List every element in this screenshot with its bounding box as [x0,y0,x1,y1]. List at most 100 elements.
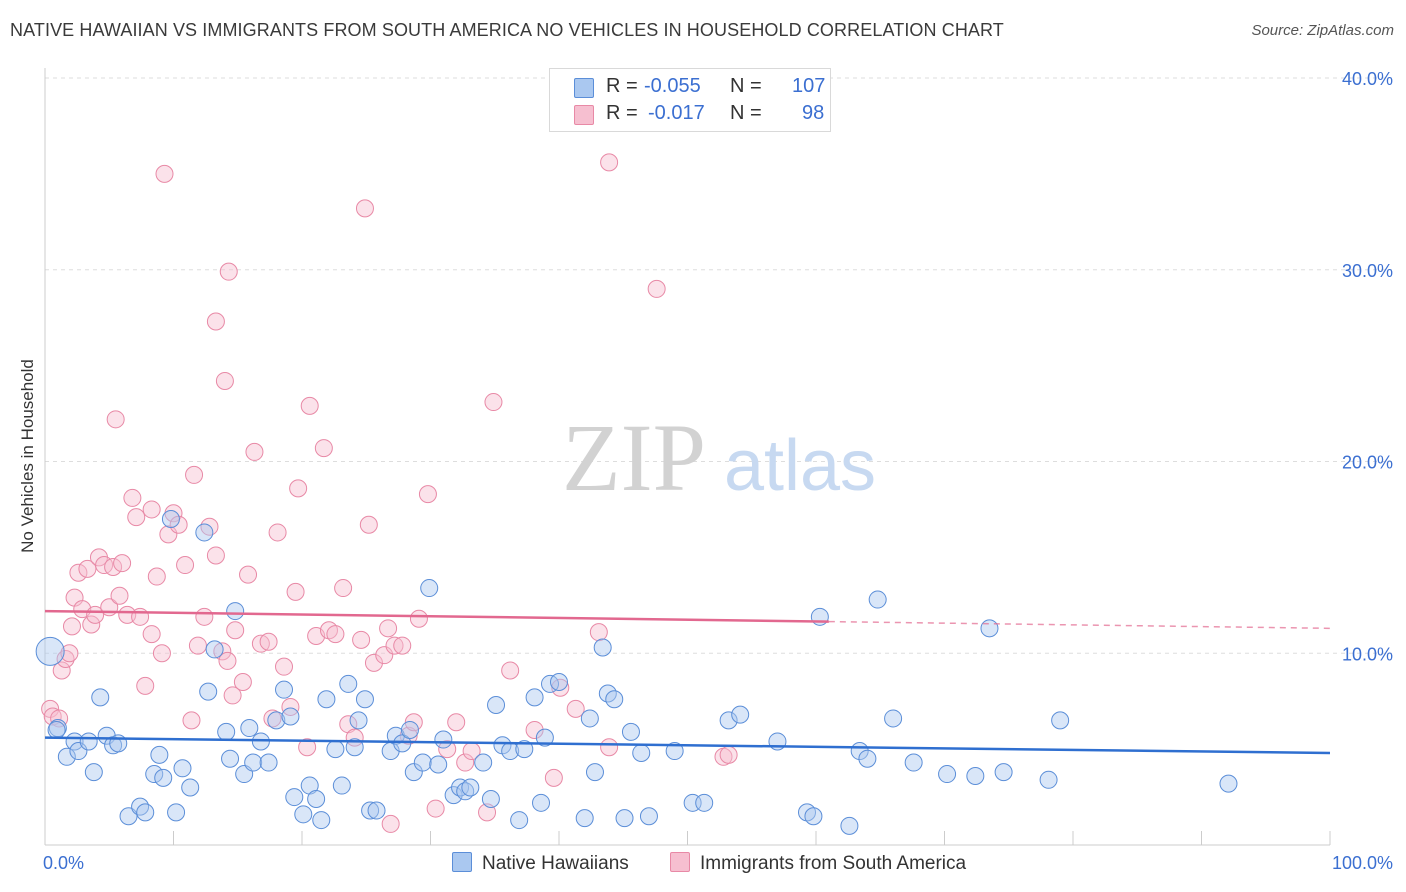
bottom-legend-label: Native Hawaiians [482,853,629,874]
data-point-immigrants [206,312,225,331]
data-point-immigrants [381,814,400,833]
data-point-native-hawaiians [35,636,65,666]
data-point-immigrants [218,651,237,670]
data-point-immigrants [113,554,132,573]
data-point-native-hawaiians [593,638,612,657]
watermark: ZIP atlas [562,404,876,511]
data-point-native-hawaiians [858,749,877,768]
legend-swatch-blue [574,78,594,98]
data-point-native-hawaiians [550,673,568,692]
data-point-immigrants [478,803,497,822]
data-point-native-hawaiians [84,763,103,782]
data-point-immigrants [233,673,252,692]
data-point-immigrants [409,609,428,628]
data-point-immigrants [142,625,161,644]
data-point-native-hawaiians [1051,711,1070,730]
legend-r-value: -0.055 [644,75,701,97]
grid-lines [45,77,1392,654]
data-point-native-hawaiians [244,753,263,772]
data-point-native-hawaiians [966,766,985,785]
data-point-native-hawaiians [525,688,544,707]
data-point-native-hawaiians [317,690,336,709]
data-point-immigrants [600,738,619,757]
data-point-native-hawaiians [621,722,640,741]
data-point-native-hawaiians [349,711,368,730]
data-point-immigrants [326,625,345,644]
data-point-native-hawaiians [285,788,304,807]
legend-n-label: N = [730,75,762,97]
data-point-immigrants [281,697,300,716]
data-point-native-hawaiians [639,807,658,826]
trend-line-immigrants-extrapolated [828,620,1331,630]
data-point-immigrants [484,393,503,412]
data-point-immigrants [52,661,71,680]
data-point-native-hawaiians [884,709,903,728]
data-point-native-hawaiians [535,728,554,747]
data-point-immigrants [215,371,234,390]
data-point-immigrants [155,164,174,183]
data-point-immigrants [106,410,125,429]
data-point-native-hawaiians [487,696,506,715]
data-point-immigrants [393,636,412,655]
data-point-native-hawaiians [994,763,1013,782]
data-point-native-hawaiians [413,753,432,772]
data-point-immigrants [259,632,278,651]
data-point-native-hawaiians [173,759,192,778]
data-point-native-hawaiians [367,801,386,820]
data-point-native-hawaiians [361,801,380,820]
data-point-native-hawaiians [804,807,823,826]
data-point-native-hawaiians [481,789,500,808]
legend-n-value: 98 [802,102,825,124]
legend-r-label: R = [606,75,638,97]
data-point-native-hawaiians [1039,770,1058,789]
data-point-immigrants [355,199,374,218]
y-tick-label: 20.0% [1342,453,1393,473]
data-point-native-hawaiians [980,619,999,638]
data-point-native-hawaiians [91,688,110,707]
x-tick-label-min: 0.0% [43,853,84,873]
data-point-native-hawaiians [294,805,313,824]
data-point-native-hawaiians [136,803,155,822]
data-point-immigrants [289,479,308,498]
legend-r-label: R = [606,102,638,124]
trend-line-native-hawaiians [44,736,1331,755]
legend-n-value: 107 [792,75,826,97]
data-point-native-hawaiians [1219,774,1238,793]
data-point-native-hawaiians [47,720,66,739]
data-point-native-hawaiians [181,778,200,797]
data-point-native-hawaiians [145,765,164,784]
data-point-immigrants [95,556,114,575]
data-point-immigrants [50,709,69,728]
data-point-native-hawaiians [840,816,859,835]
data-point-immigrants [438,740,457,759]
watermark-zip: ZIP [562,404,706,511]
y-tick-label: 10.0% [1342,644,1393,664]
data-point-native-hawaiians [199,682,218,701]
data-point-native-hawaiians [695,793,714,812]
data-point-immigrants [176,556,195,575]
data-point-native-hawaiians [161,510,180,529]
data-point-native-hawaiians [429,755,448,774]
data-point-native-hawaiians [420,579,439,598]
data-point-immigrants [226,621,245,640]
data-point-immigrants [223,686,242,705]
data-point-native-hawaiians [226,602,245,621]
data-point-native-hawaiians [57,747,76,766]
data-point-immigrants [219,262,238,281]
chart-title: NATIVE HAWAIIAN VS IMMIGRANTS FROM SOUTH… [10,20,1004,40]
data-point-immigrants [251,634,270,653]
data-point-immigrants [131,607,150,626]
x-tick-label-max: 100.0% [1332,853,1393,873]
data-point-immigrants [275,657,294,676]
data-point-native-hawaiians [719,711,738,730]
data-point-immigrants [589,623,608,642]
y-tick-label: 40.0% [1342,69,1393,89]
data-point-native-hawaiians [150,745,169,764]
data-point-native-hawaiians [580,709,599,728]
data-point-native-hawaiians [307,789,326,808]
data-point-native-hawaiians [434,730,453,749]
data-point-immigrants [544,768,563,787]
data-point-native-hawaiians [259,753,278,772]
data-point-native-hawaiians [281,707,300,726]
data-point-native-hawaiians [393,734,412,753]
